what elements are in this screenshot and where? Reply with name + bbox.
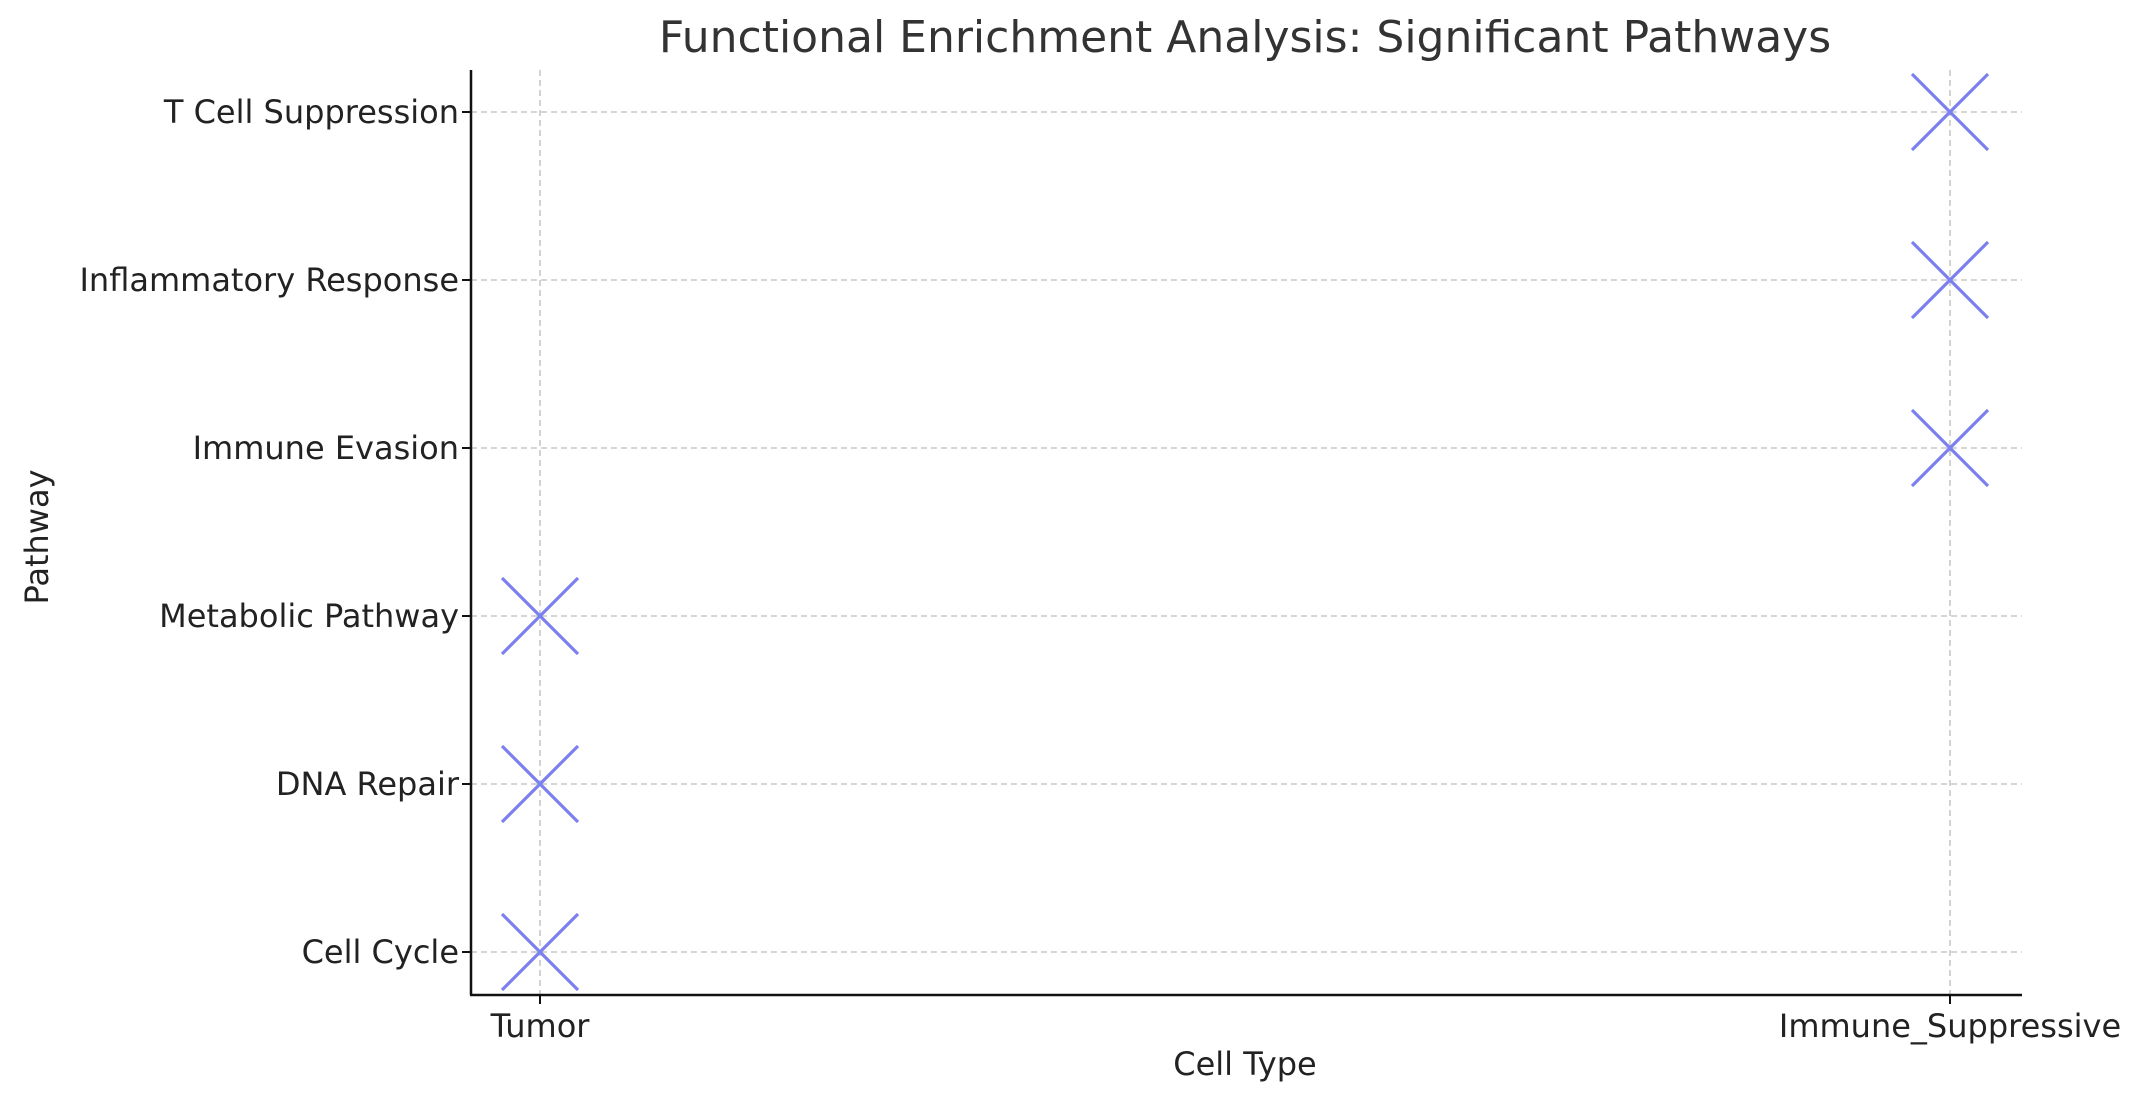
y-axis-label: Pathway xyxy=(18,469,56,604)
y-tick-label-cell-cycle: Cell Cycle xyxy=(302,933,459,971)
marker-immune-suppressive-immune-evasion xyxy=(1910,408,1990,488)
marker-immune-suppressive-t-cell-suppression xyxy=(1910,72,1990,152)
marker-layer xyxy=(500,72,1990,992)
x-axis-label: Cell Type xyxy=(1173,1045,1316,1083)
y-tick-label-t-cell-suppression: T Cell Suppression xyxy=(163,93,459,131)
marker-tumor-cell-cycle xyxy=(500,912,580,992)
marker-tumor-metabolic-pathway xyxy=(500,576,580,656)
x-tick-label-immune-suppressive: Immune_Suppressive xyxy=(1779,1007,2121,1045)
x-tick-label-tumor: Tumor xyxy=(490,1007,591,1045)
marker-tumor-dna-repair xyxy=(500,744,580,824)
axis-layer xyxy=(469,70,2022,997)
y-tick-label-inflammatory-response: Inflammatory Response xyxy=(79,261,459,299)
tick-layer: Cell Cycle DNA Repair Metabolic Pathway Imm… xyxy=(79,93,2121,1045)
y-tick-label-immune-evasion: Immune Evasion xyxy=(193,429,459,467)
y-tick-label-dna-repair: DNA Repair xyxy=(276,765,460,803)
marker-immune-suppressive-inflammatory-response xyxy=(1910,240,1990,320)
y-tick-label-metabolic-pathway: Metabolic Pathway xyxy=(159,597,459,635)
chart-title: Functional Enrichment Analysis: Signific… xyxy=(659,12,1831,63)
grid-layer xyxy=(471,70,2022,995)
